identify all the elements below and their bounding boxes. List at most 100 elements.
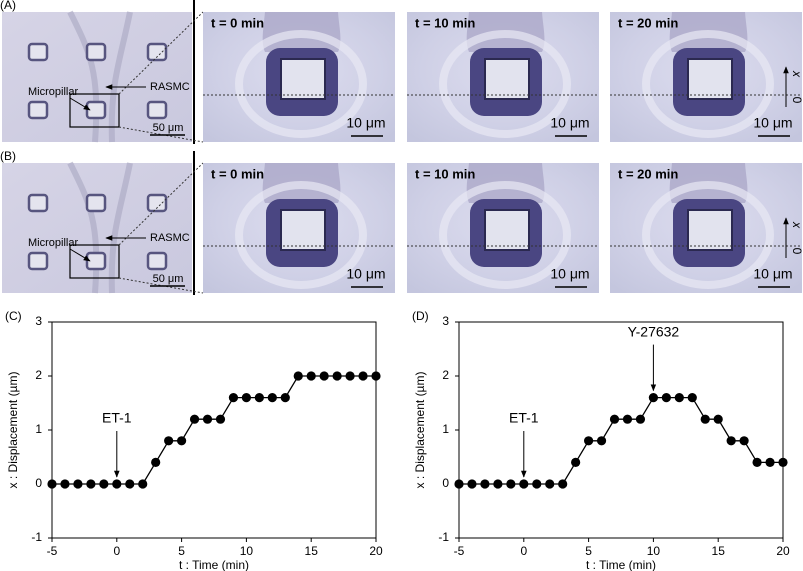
data-point bbox=[480, 479, 490, 489]
y-tick-label: 2 bbox=[442, 368, 449, 382]
time-label: t = 20 min bbox=[618, 166, 678, 181]
pillar-top bbox=[687, 209, 733, 251]
x-tick-label: -5 bbox=[454, 544, 465, 558]
pillar-arrow bbox=[69, 248, 91, 262]
halo bbox=[235, 181, 367, 289]
scale-label: 10 μm bbox=[346, 266, 385, 282]
axis-name: x bbox=[790, 221, 803, 229]
x-tick-label: -5 bbox=[47, 544, 58, 558]
pillar-top bbox=[280, 58, 326, 100]
panel-label: (B) bbox=[0, 149, 16, 163]
data-point bbox=[332, 371, 342, 381]
pillar-top bbox=[484, 209, 530, 251]
data-point bbox=[60, 479, 70, 489]
x-tick-label: 0 bbox=[113, 544, 120, 558]
cell-label: RASMC bbox=[150, 232, 190, 244]
data-point bbox=[47, 479, 57, 489]
halo bbox=[235, 30, 367, 138]
y-tick-label: 3 bbox=[442, 314, 449, 328]
time-label: t = 20 min bbox=[618, 15, 678, 30]
pillar bbox=[27, 251, 49, 271]
panel-label: (C) bbox=[5, 309, 22, 323]
data-point bbox=[125, 479, 135, 489]
zoom-line bbox=[118, 162, 204, 246]
data-point bbox=[215, 414, 226, 424]
pillar-arrow bbox=[69, 97, 91, 111]
pillar bbox=[27, 42, 49, 62]
x-tick-label: 10 bbox=[647, 544, 661, 558]
y-tick-label: 0 bbox=[442, 476, 449, 490]
data-point bbox=[545, 479, 555, 489]
data-point bbox=[687, 393, 697, 403]
data-point bbox=[99, 479, 109, 489]
data-point bbox=[648, 393, 659, 403]
data-point bbox=[609, 414, 620, 424]
data-point bbox=[674, 393, 684, 403]
data-line bbox=[52, 375, 376, 485]
data-point bbox=[86, 479, 96, 489]
data-point bbox=[752, 457, 762, 467]
data-point bbox=[177, 436, 187, 446]
y-tick-label: 2 bbox=[35, 368, 42, 382]
data-point bbox=[319, 371, 329, 381]
data-point bbox=[73, 479, 83, 489]
x-tick-label: 5 bbox=[178, 544, 185, 558]
x-axis-label: t : Time (min) bbox=[586, 558, 656, 571]
scale-label: 10 μm bbox=[550, 266, 589, 282]
annotation: ET-1 bbox=[102, 410, 132, 426]
data-point bbox=[164, 436, 174, 446]
data-point bbox=[267, 393, 277, 403]
pillar bbox=[146, 42, 168, 62]
data-point bbox=[228, 393, 239, 403]
data-point bbox=[280, 393, 290, 403]
data-point bbox=[138, 479, 148, 489]
plot-frame bbox=[458, 321, 784, 539]
pillar bbox=[85, 42, 107, 62]
data-point bbox=[622, 414, 633, 424]
cell-outline bbox=[67, 161, 133, 294]
y-tick-label: 1 bbox=[35, 422, 42, 436]
data-point bbox=[571, 457, 581, 467]
data-point bbox=[345, 371, 355, 381]
data-point bbox=[584, 436, 594, 446]
cell-outline bbox=[67, 10, 133, 143]
halo bbox=[439, 181, 571, 289]
zoom-line bbox=[118, 11, 204, 95]
data-point bbox=[765, 457, 775, 467]
data-point bbox=[112, 479, 122, 489]
halo bbox=[439, 30, 571, 138]
pillar bbox=[146, 100, 168, 120]
panel-label: (D) bbox=[412, 309, 429, 323]
cell-label: RASMC bbox=[150, 81, 190, 93]
pillar bbox=[85, 193, 107, 213]
y-axis-label: x : Displacement (µm) bbox=[413, 372, 427, 489]
data-point bbox=[726, 436, 736, 446]
scale-label: 10 μm bbox=[753, 266, 792, 282]
axis-origin: 0 bbox=[790, 97, 803, 104]
time-label: t = 0 min bbox=[211, 166, 264, 181]
halo bbox=[642, 181, 774, 289]
pillar bbox=[27, 193, 49, 213]
time-label: t = 10 min bbox=[415, 166, 475, 181]
pillar-top bbox=[280, 209, 326, 251]
data-point bbox=[151, 457, 161, 467]
scale-label: 50 μm bbox=[153, 273, 184, 285]
pillar bbox=[27, 100, 49, 120]
data-point bbox=[293, 371, 303, 381]
data-point bbox=[739, 436, 749, 446]
data-point bbox=[467, 479, 477, 489]
data-point bbox=[635, 414, 646, 424]
pillar-label: Micropillar bbox=[28, 237, 78, 249]
data-point bbox=[778, 457, 788, 467]
data-point bbox=[661, 393, 671, 403]
data-point bbox=[254, 393, 264, 403]
data-point bbox=[371, 371, 381, 381]
plot-frame bbox=[51, 321, 377, 539]
data-point bbox=[202, 414, 213, 424]
panel-label: (A) bbox=[0, 0, 16, 12]
y-tick-label: -1 bbox=[31, 530, 42, 544]
annotation: Y-27632 bbox=[628, 323, 680, 339]
pillar-label: Micropillar bbox=[28, 86, 78, 98]
data-point bbox=[700, 414, 710, 424]
